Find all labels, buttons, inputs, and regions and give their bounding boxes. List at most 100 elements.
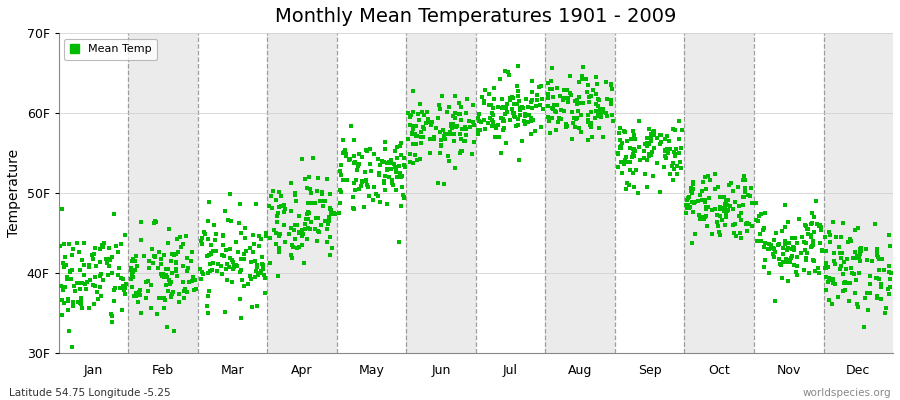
Point	[836, 287, 850, 294]
Point	[486, 104, 500, 111]
Point	[593, 105, 608, 112]
Point	[705, 231, 719, 237]
Point	[644, 130, 658, 137]
Point	[488, 134, 502, 140]
Point	[752, 231, 767, 238]
Point	[493, 115, 508, 121]
Point	[328, 211, 342, 217]
Point	[57, 300, 71, 307]
Point	[743, 185, 758, 191]
Point	[74, 298, 88, 305]
Point	[785, 245, 799, 252]
Point	[673, 145, 688, 151]
Point	[603, 81, 617, 88]
Point	[161, 288, 176, 294]
Point	[315, 190, 329, 197]
Point	[599, 113, 614, 119]
Point	[472, 126, 487, 133]
Point	[158, 272, 173, 278]
Point	[390, 154, 404, 161]
Point	[222, 191, 237, 198]
Point	[507, 100, 521, 107]
Point	[425, 118, 439, 125]
Point	[390, 166, 404, 172]
Point	[137, 253, 151, 260]
Point	[768, 249, 782, 255]
Point	[148, 252, 162, 259]
Point	[773, 260, 788, 267]
Point	[385, 177, 400, 183]
Point	[829, 234, 843, 240]
Point	[354, 182, 368, 189]
Point	[561, 99, 575, 105]
Point	[590, 103, 605, 109]
Point	[571, 115, 585, 121]
Point	[90, 296, 104, 302]
Point	[416, 133, 430, 140]
Point	[474, 119, 489, 125]
Point	[256, 260, 270, 267]
Point	[472, 110, 486, 117]
Point	[652, 189, 667, 196]
Point	[343, 156, 357, 162]
Point	[454, 150, 468, 156]
Point	[852, 255, 867, 262]
Point	[778, 241, 792, 247]
Point	[880, 286, 895, 292]
Point	[387, 164, 401, 170]
Point	[870, 275, 885, 281]
Point	[507, 113, 521, 119]
Point	[865, 258, 879, 264]
Point	[853, 250, 868, 257]
Point	[182, 279, 196, 285]
Point	[346, 153, 361, 160]
Point	[413, 101, 428, 107]
Bar	[406, 33, 476, 352]
Point	[725, 206, 740, 213]
Point	[63, 269, 77, 276]
Point	[613, 137, 627, 143]
Point	[591, 109, 606, 115]
Point	[237, 251, 251, 257]
Point	[766, 251, 780, 257]
Point	[626, 154, 640, 160]
Point	[814, 227, 828, 233]
Point	[584, 93, 598, 100]
Point	[754, 210, 769, 217]
Point	[88, 283, 103, 290]
Point	[799, 239, 814, 246]
Point	[223, 218, 238, 224]
Point	[685, 239, 699, 246]
Point	[86, 256, 100, 262]
Point	[883, 276, 897, 282]
Point	[144, 282, 158, 288]
Point	[471, 115, 485, 122]
Point	[382, 159, 397, 165]
Point	[323, 205, 338, 211]
Point	[271, 273, 285, 279]
Point	[808, 268, 823, 274]
Point	[459, 110, 473, 117]
Point	[302, 210, 316, 216]
Point	[515, 104, 529, 110]
Point	[176, 263, 190, 269]
Point	[104, 254, 119, 260]
Point	[611, 130, 625, 136]
Point	[101, 272, 115, 278]
Point	[672, 150, 687, 156]
Point	[180, 254, 194, 261]
Point	[663, 171, 678, 177]
Point	[209, 231, 223, 237]
Point	[338, 150, 353, 157]
Point	[314, 222, 328, 228]
Point	[590, 81, 604, 88]
Point	[870, 246, 885, 252]
Point	[804, 232, 818, 238]
Point	[301, 200, 315, 206]
Point	[761, 241, 776, 248]
Point	[834, 234, 849, 240]
Point	[638, 171, 652, 178]
Point	[256, 262, 270, 268]
Point	[301, 225, 315, 232]
Point	[158, 296, 172, 303]
